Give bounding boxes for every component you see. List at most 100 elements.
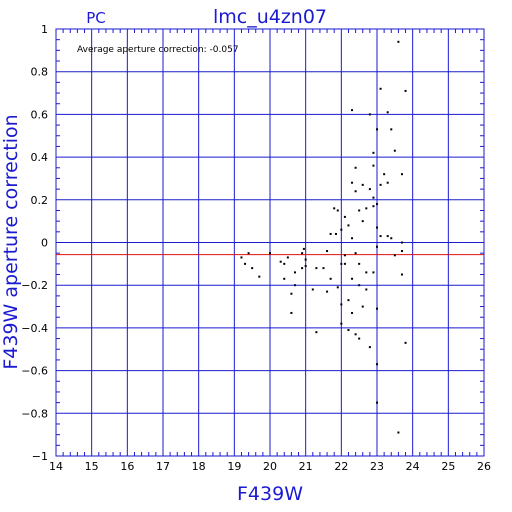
data-point [372, 205, 375, 208]
data-point [302, 247, 305, 250]
data-point [354, 252, 357, 255]
data-point [361, 305, 364, 308]
y-tick-label: −0.4 [21, 322, 48, 335]
x-tick-label: 22 [334, 460, 348, 473]
data-point [301, 267, 304, 270]
y-tick-label: 0.8 [31, 66, 49, 79]
x-tick-label: 24 [406, 460, 420, 473]
x-tick-label: 20 [263, 460, 277, 473]
data-point [329, 232, 332, 235]
data-point [404, 341, 407, 344]
y-tick-label: 0.6 [31, 108, 49, 121]
data-point [311, 288, 314, 291]
data-point [340, 303, 343, 306]
data-point [376, 401, 378, 404]
data-point [379, 183, 382, 186]
data-point [340, 228, 343, 231]
x-tick-label: 26 [477, 460, 491, 473]
data-point [322, 267, 325, 270]
data-point [347, 299, 350, 302]
data-point [351, 277, 354, 280]
data-point [351, 311, 354, 314]
data-point [368, 346, 371, 349]
data-point [279, 260, 282, 263]
x-tick-label: 19 [227, 460, 241, 473]
data-point [351, 109, 354, 112]
data-point [400, 173, 403, 176]
data-point [351, 181, 354, 184]
data-point [404, 89, 407, 92]
data-point [290, 311, 293, 314]
data-point [315, 331, 318, 334]
data-point [336, 286, 339, 289]
data-point [397, 40, 400, 43]
data-point [365, 288, 368, 291]
x-tick-label: 25 [441, 460, 455, 473]
data-point [372, 196, 375, 199]
data-point [326, 290, 329, 293]
data-point [393, 254, 396, 257]
y-axis-label: F439W aperture correction [0, 114, 22, 369]
data-point [354, 166, 357, 169]
data-point [269, 252, 271, 255]
data-point [376, 363, 378, 366]
data-point [240, 256, 243, 259]
x-axis-label: F439W [237, 483, 303, 505]
data-point [376, 203, 378, 206]
average-correction-annotation: Average aperture correction: -0.057 [77, 45, 239, 55]
data-point [393, 149, 396, 152]
data-point [400, 250, 403, 253]
axis-ticks [56, 29, 484, 456]
data-points [240, 40, 407, 434]
data-point [372, 271, 375, 274]
data-point [336, 209, 339, 212]
data-point [340, 322, 343, 325]
data-point [390, 128, 393, 131]
data-point [258, 275, 261, 278]
chart-title: lmc_u4zn07 [213, 6, 327, 28]
x-tick-label: 23 [370, 460, 384, 473]
data-point [376, 128, 378, 131]
data-point [293, 271, 296, 274]
data-point [315, 267, 318, 270]
x-tick-label: 15 [85, 460, 99, 473]
data-point [372, 164, 375, 167]
data-point [358, 284, 361, 287]
data-point [361, 220, 364, 223]
plot-frame [55, 28, 485, 457]
x-tick-label: 14 [49, 460, 63, 473]
data-point [251, 267, 254, 270]
y-tick-label: −0.8 [21, 407, 48, 420]
data-point [379, 235, 382, 238]
data-point [340, 262, 343, 265]
data-point [326, 250, 329, 253]
data-point [358, 209, 361, 212]
data-point [304, 264, 307, 267]
data-point [333, 207, 336, 210]
data-point [390, 237, 393, 240]
data-point [376, 245, 378, 248]
data-point [244, 262, 247, 265]
data-point [400, 273, 403, 276]
data-point [343, 262, 346, 265]
x-tick-label: 17 [156, 460, 170, 473]
data-point [372, 151, 375, 154]
y-tick-labels: −1 −0.8 −0.6 −0.4 −0.2 0 0.2 0.4 0.6 0.8 1 [21, 23, 48, 463]
data-point [304, 258, 307, 261]
data-point [290, 292, 293, 295]
data-point [354, 190, 357, 193]
data-point [365, 207, 368, 210]
x-tick-label: 21 [299, 460, 313, 473]
data-point [368, 188, 371, 191]
data-point [365, 271, 368, 274]
y-tick-label: −1 [32, 450, 48, 463]
data-point [347, 224, 350, 227]
data-point [247, 252, 250, 255]
y-tick-label: −0.6 [21, 365, 48, 378]
data-point [351, 237, 354, 240]
data-point [354, 333, 357, 336]
data-point [347, 329, 350, 332]
data-point [283, 277, 286, 280]
